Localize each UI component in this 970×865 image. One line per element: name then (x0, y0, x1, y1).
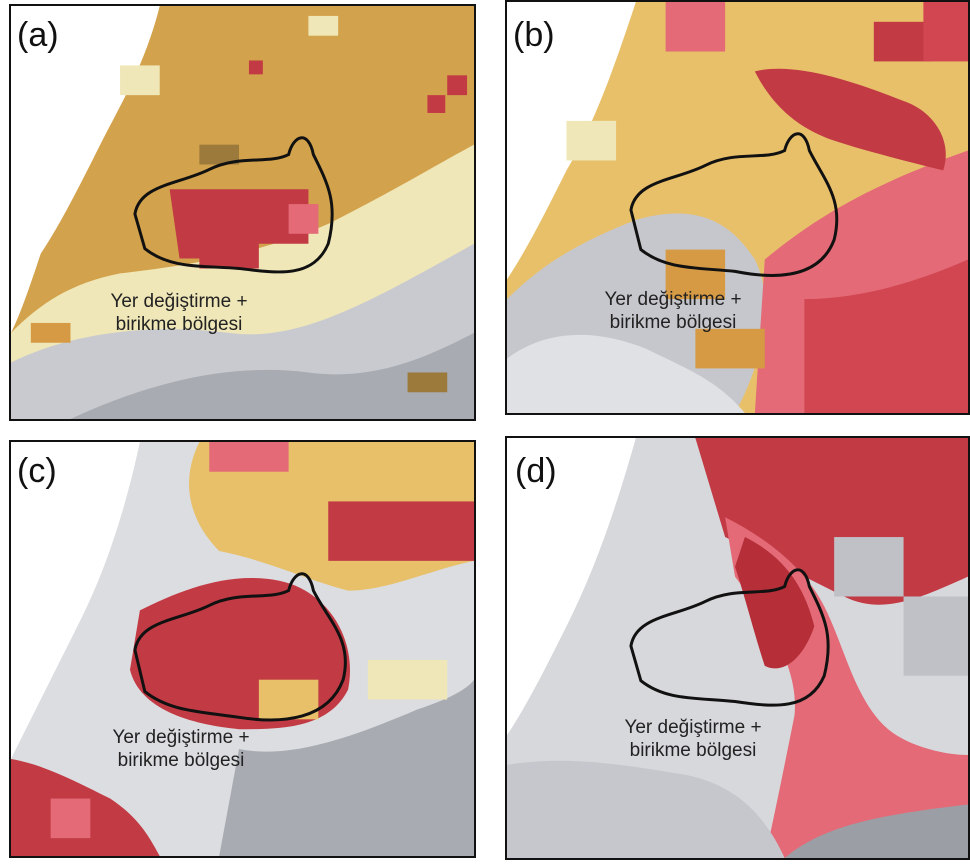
panel-label-a: (a) (17, 16, 59, 54)
zone-caption-line1: Yer değiştirme + (604, 289, 742, 310)
raster-map-b (507, 2, 968, 413)
zone-outline-d (629, 568, 830, 707)
zone-caption-a: Yer değiştirme + birikme bölgesi (69, 290, 289, 336)
panel-label-c: (c) (17, 452, 57, 490)
raster-map-a (11, 6, 474, 419)
zone-caption-b: Yer değiştirme + birikme bölgesi (563, 288, 783, 334)
panel-label-b: (b) (513, 16, 555, 54)
zone-caption-line2: birikme bölgesi (609, 312, 737, 333)
zone-caption-c: Yer değiştirme + birikme bölgesi (71, 726, 291, 772)
map-panel-a: (a) Yer değiştirme + birikme bölgesi (9, 4, 476, 421)
zone-outline-c (133, 572, 347, 722)
raster-map-d (507, 438, 968, 858)
zone-outline-b (629, 132, 839, 277)
zone-caption-line2: birikme bölgesi (629, 740, 757, 761)
map-panel-c: (c) Yer değiştirme + birikme bölgesi (9, 440, 476, 858)
zone-caption-line1: Yer değiştirme + (112, 727, 250, 748)
zone-caption-line1: Yer değiştirme + (110, 291, 248, 312)
zone-caption-line1: Yer değiştirme + (624, 717, 762, 738)
map-panel-d: (d) Yer değiştirme + birikme bölgesi (505, 436, 970, 860)
zone-outline-a (133, 136, 334, 274)
zone-caption-line2: birikme bölgesi (115, 314, 243, 335)
zone-caption-line2: birikme bölgesi (117, 750, 245, 771)
zone-caption-d: Yer değiştirme + birikme bölgesi (583, 716, 803, 762)
map-panel-b: (b) Yer değiştirme + birikme bölgesi (505, 0, 970, 415)
panel-label-d: (d) (515, 452, 557, 490)
raster-map-c (11, 442, 474, 856)
